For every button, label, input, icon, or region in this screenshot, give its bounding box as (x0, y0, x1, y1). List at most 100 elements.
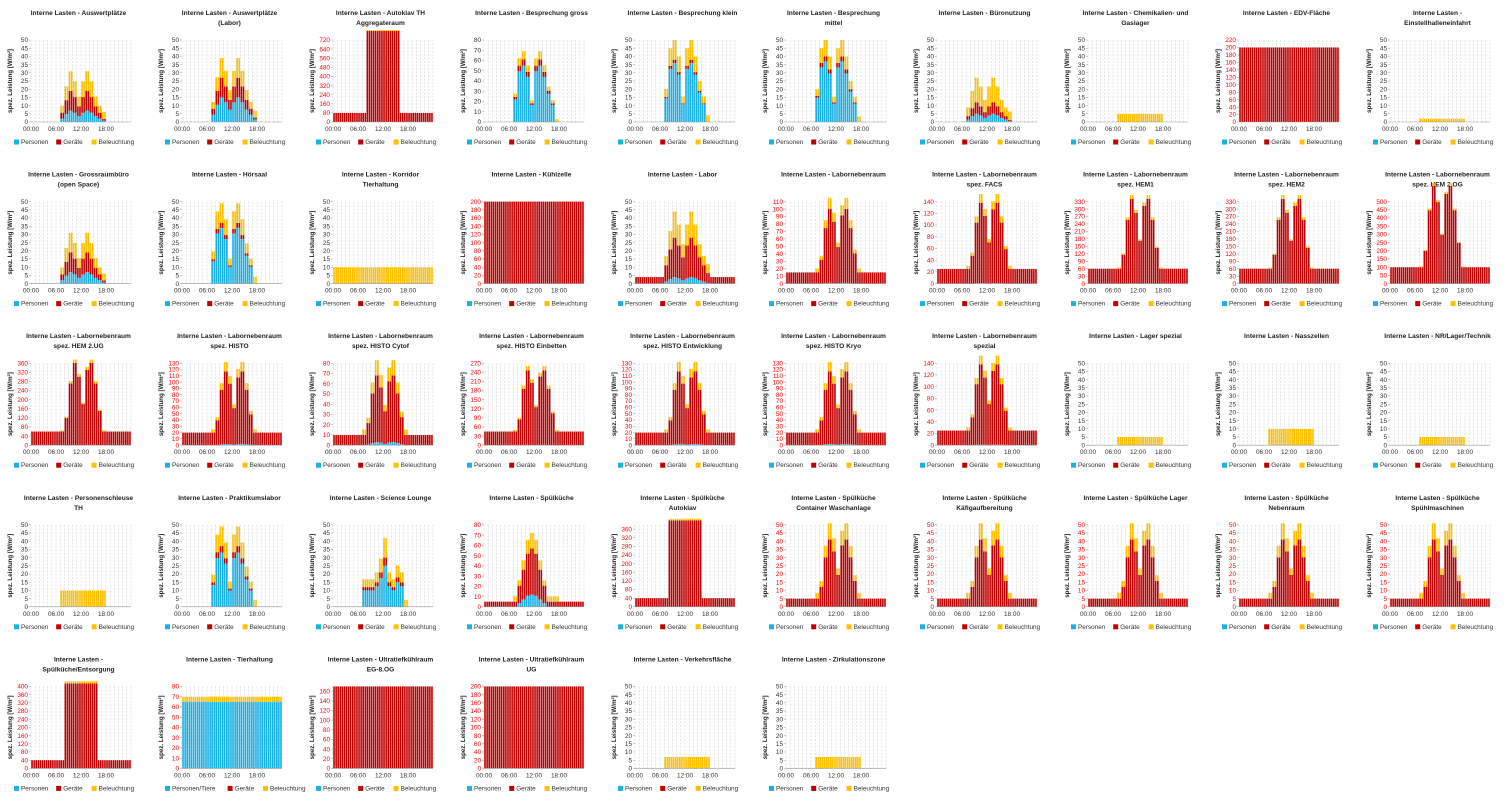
bar-geraete (528, 201, 530, 284)
bar-geraete (1283, 47, 1285, 122)
legend-swatch (1148, 139, 1154, 145)
y-tick-label: 0 (628, 119, 632, 126)
legend-label: Personen (625, 462, 653, 469)
bar-geraete (91, 258, 94, 275)
bar-personen (213, 261, 216, 284)
y-tick-label: 40 (927, 538, 935, 545)
bar-beleuchtung (1003, 246, 1006, 250)
bar-geraete (66, 417, 69, 446)
y-tick-label: 10 (1229, 588, 1237, 595)
bar-geraete (962, 598, 964, 607)
x-tick-label: 00:00 (627, 126, 643, 133)
legend-label: Beleuchtung (1458, 301, 1494, 308)
y-tick-label: 35 (21, 223, 29, 230)
bar-geraete (699, 520, 702, 607)
bar-geraete (62, 112, 65, 119)
bar-beleuchtung (389, 367, 392, 382)
bar-geraete (679, 371, 681, 444)
bar-geraete (995, 364, 998, 445)
bar-beleuchtung (408, 267, 410, 284)
bar-geraete (366, 30, 369, 123)
y-tick-label: 5 (326, 273, 330, 280)
bar-geraete (580, 601, 582, 607)
x-tick-label: 18:00 (1155, 449, 1171, 456)
y-tick-label: 5 (1383, 111, 1387, 118)
y-tick-label: 240 (621, 552, 632, 559)
bar-geraete (500, 201, 503, 284)
bar-personen (100, 118, 102, 122)
y-tick-label: 15 (1078, 579, 1086, 586)
legend-label: Beleuchtung (250, 301, 286, 308)
legend-swatch (1113, 624, 1119, 630)
bar-geraete (263, 432, 266, 446)
bar-beleuchtung (989, 568, 991, 575)
bar-geraete (951, 598, 954, 607)
bar-geraete (1423, 250, 1426, 284)
y-tick-label: 30 (1229, 555, 1237, 562)
y-tick-label: 40 (172, 417, 180, 424)
bar-beleuchtung (77, 96, 79, 107)
bar-geraete (1001, 222, 1004, 284)
bar-beleuchtung (219, 58, 222, 78)
y-tick-label: 120 (1225, 251, 1236, 258)
bar-personen (699, 92, 702, 122)
legend-label: Personen (625, 139, 653, 146)
y-tick-label: 45 (1229, 530, 1237, 537)
bar-beleuchtung (523, 560, 526, 570)
bar-beleuchtung (840, 530, 842, 546)
bar-geraete (704, 414, 706, 445)
y-tick-label: 35 (776, 547, 784, 554)
bar-beleuchtung (840, 205, 842, 216)
bar-geraete (118, 431, 121, 446)
y-tick-label: 25 (1078, 78, 1086, 85)
bar-geraete (999, 222, 1002, 284)
bar-geraete (377, 375, 379, 443)
bar-beleuchtung (364, 579, 367, 588)
bar-geraete (259, 432, 261, 446)
bar-personen (87, 110, 90, 122)
bar-geraete (563, 601, 565, 607)
y-tick-label: 30 (776, 70, 784, 77)
bar-beleuchtung (75, 81, 77, 98)
bar-geraete (842, 545, 845, 607)
bar-personen (383, 565, 385, 607)
y-tick-label: 60 (172, 405, 180, 412)
bar-beleuchtung (999, 216, 1002, 223)
bar-geraete (718, 277, 721, 284)
bar-geraete (548, 201, 551, 284)
bar-geraete (981, 202, 983, 284)
y-tick-label: 0 (930, 281, 934, 288)
bar-beleuchtung (83, 242, 85, 259)
chart-panel: Interne Lasten - Lager spezial0510152025… (1064, 333, 1192, 469)
legend-label: Personen (21, 301, 49, 308)
bar-geraete (513, 601, 515, 607)
bar-beleuchtung (981, 355, 983, 365)
x-tick-label: 18:00 (400, 449, 416, 456)
bar-geraete (424, 434, 427, 446)
y-tick-label: 45 (172, 530, 180, 537)
bar-geraete (56, 431, 58, 446)
bar-geraete (536, 65, 538, 72)
bar-beleuchtung (997, 523, 1000, 540)
bar-geraete (1289, 47, 1291, 122)
y-tick-label: 30 (776, 423, 784, 430)
chart-title: spez. HISTO Entwicklung (643, 343, 722, 350)
bar-beleuchtung (1010, 592, 1012, 599)
y-tick-label: 0 (326, 442, 330, 449)
bar-geraete (221, 389, 224, 445)
chart-title: Interne Lasten - Spülküche (489, 495, 574, 502)
bar-beleuchtung (1274, 428, 1277, 446)
y-tick-label: 100 (1376, 264, 1387, 271)
legend-swatch (207, 139, 213, 145)
y-tick-label: 15 (21, 256, 29, 263)
y-axis-label: spez. Leistung [W/m²] (309, 211, 316, 275)
y-tick-label: 0 (1232, 604, 1236, 611)
bar-geraete (1454, 210, 1457, 284)
y-tick-label: 25 (323, 240, 331, 247)
bar-personen (242, 563, 245, 607)
bar-personen (695, 74, 698, 122)
bar-geraete (639, 432, 641, 446)
bar-geraete (232, 86, 234, 103)
legend-label: Personen (1380, 462, 1408, 469)
y-tick-label: 60 (927, 407, 935, 414)
